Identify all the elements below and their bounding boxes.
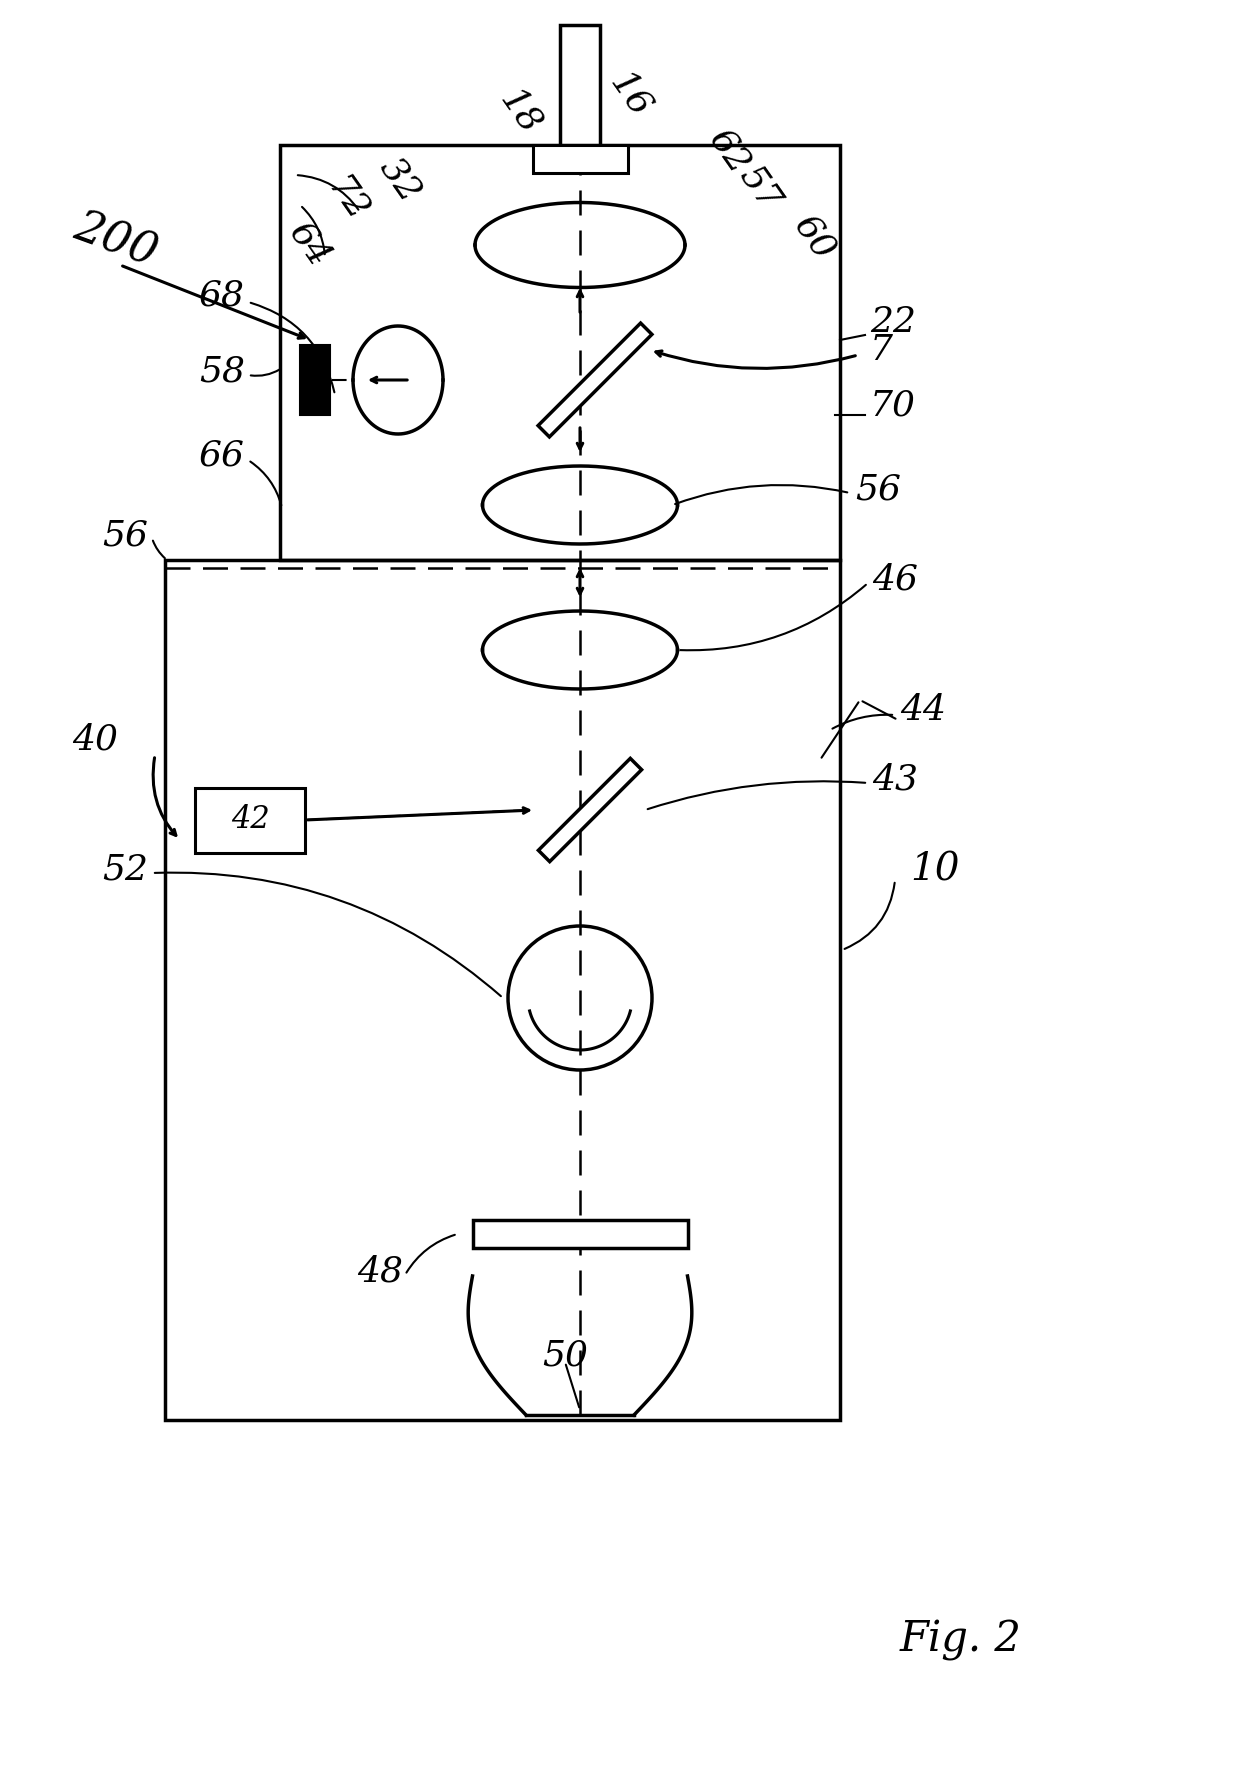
Polygon shape	[538, 323, 652, 436]
Text: 66: 66	[198, 438, 246, 472]
Polygon shape	[560, 25, 600, 145]
Text: 16: 16	[603, 67, 657, 124]
Polygon shape	[300, 344, 330, 415]
Text: 62: 62	[703, 124, 758, 180]
Text: 52: 52	[102, 853, 148, 887]
Text: 10: 10	[910, 851, 960, 888]
Polygon shape	[472, 1220, 687, 1249]
Text: 56: 56	[856, 473, 901, 507]
Text: 56: 56	[102, 517, 148, 553]
Polygon shape	[538, 758, 641, 862]
Text: 64: 64	[283, 217, 337, 274]
Text: 57: 57	[733, 159, 787, 217]
Text: 68: 68	[198, 277, 246, 313]
Text: Fig. 2: Fig. 2	[900, 1619, 1022, 1662]
Text: 22: 22	[870, 306, 916, 339]
Text: 58: 58	[198, 355, 246, 389]
Text: 40: 40	[72, 722, 118, 758]
Text: 50: 50	[542, 1339, 588, 1372]
Text: 32: 32	[373, 152, 427, 208]
Polygon shape	[532, 145, 627, 173]
Text: 200: 200	[68, 205, 162, 275]
Text: 43: 43	[872, 763, 918, 796]
Text: 46: 46	[872, 563, 918, 597]
Text: 44: 44	[900, 692, 946, 728]
Text: 72: 72	[320, 171, 374, 228]
Text: 70: 70	[870, 389, 916, 422]
Text: 48: 48	[357, 1256, 403, 1289]
Text: 42: 42	[231, 805, 269, 835]
Text: 60: 60	[787, 210, 842, 267]
Text: 18: 18	[492, 83, 547, 141]
Text: 7: 7	[870, 334, 893, 367]
